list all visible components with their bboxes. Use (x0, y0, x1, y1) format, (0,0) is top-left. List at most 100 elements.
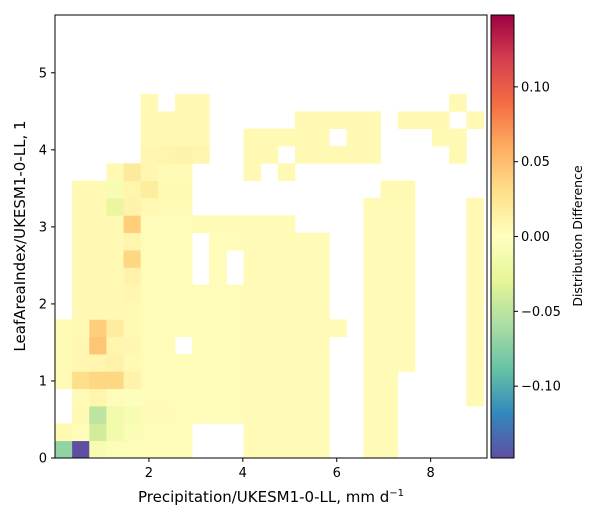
heatmap-cell (140, 197, 159, 216)
colorbar-ticks: −0.10 −0.05 0.00 0.05 0.10 (514, 80, 561, 395)
heatmap-cell (226, 232, 244, 251)
heatmap-cell (380, 232, 399, 251)
heatmap-cell (277, 301, 296, 320)
heatmap-cell (535, 129, 553, 147)
heatmap-cell (174, 163, 193, 182)
heatmap-cell (312, 371, 330, 390)
heatmap-cell (277, 163, 296, 182)
heatmap-cell (312, 388, 330, 407)
heatmap-cell (380, 371, 399, 390)
heatmap-cell (192, 388, 210, 407)
heatmap-cell (55, 353, 73, 372)
heatmap-cell (243, 128, 262, 147)
heatmap-cell (226, 319, 244, 338)
heatmap-cell (466, 284, 484, 303)
heatmap-cell (260, 353, 279, 372)
heatmap-cell (414, 111, 433, 130)
heatmap-cell (192, 353, 210, 372)
heatmap-cell (157, 111, 176, 130)
heatmap-cell (140, 371, 159, 390)
heatmap-cell (72, 406, 90, 424)
heatmap-cell (72, 284, 90, 303)
heatmap-cell (312, 353, 330, 372)
heatmap-cell (380, 284, 399, 303)
heatmap-cell (380, 249, 399, 268)
heatmap-cell (157, 440, 176, 458)
heatmap-cell (294, 371, 313, 390)
heatmap-cell (260, 319, 279, 338)
heatmap-cell (140, 440, 159, 458)
heatmap-cell (72, 388, 90, 407)
heatmap-cell (140, 249, 159, 268)
heatmap-cell (157, 284, 176, 303)
heatmap-cell (363, 336, 382, 355)
x-tick-label: 6 (333, 466, 341, 481)
y-tick-label: 5 (39, 66, 47, 81)
heatmap-cell (243, 406, 262, 424)
heatmap-cell (260, 128, 279, 147)
heatmap-cell (518, 129, 536, 147)
heatmap-cell (106, 353, 124, 372)
heatmap-cell (157, 267, 176, 286)
heatmap-cell (106, 423, 124, 442)
heatmap-cell (209, 388, 227, 407)
heatmap-cell (55, 371, 73, 390)
heatmap-cell (277, 440, 296, 458)
heatmap-cell (312, 111, 330, 130)
heatmap-cell (226, 301, 244, 320)
heatmap-cell (55, 440, 73, 458)
heatmap-cell (174, 301, 193, 320)
heatmap-cell (260, 406, 279, 424)
colorbar-tick-label: 0.05 (521, 155, 550, 170)
y-tick-label: 0 (39, 452, 47, 467)
heatmap-cell (192, 319, 210, 338)
heatmap-cell (535, 441, 553, 459)
heatmap-cell (140, 267, 159, 286)
heatmap-cell (209, 267, 227, 286)
heatmap-cell (363, 406, 382, 424)
heatmap-cell (260, 145, 279, 164)
heatmap-cell (518, 250, 536, 268)
heatmap-cell (397, 215, 416, 234)
heatmap-cell (123, 353, 142, 372)
heatmap-cell (312, 232, 330, 251)
heatmap-cell (260, 232, 279, 251)
heatmap-cell (123, 249, 142, 268)
heatmap-cell (243, 423, 262, 442)
heatmap-cell (106, 215, 124, 234)
heatmap-cell (106, 267, 124, 286)
heatmap-cell (123, 301, 142, 320)
heatmap-cell (106, 319, 124, 338)
heatmap-cell (363, 353, 382, 372)
heatmap-cell (363, 267, 382, 286)
heatmap-cell (363, 111, 382, 130)
heatmap-cell (140, 232, 159, 251)
heatmap-cell (243, 145, 262, 164)
heatmap-cell (380, 423, 399, 442)
heatmap-cell (174, 145, 193, 164)
heatmap-cell (380, 440, 399, 458)
heatmap-cell (397, 319, 416, 338)
heatmap-cell (123, 319, 142, 338)
heatmap-cell (466, 249, 484, 268)
heatmap-cell (192, 215, 210, 234)
heatmap-cell (329, 145, 347, 164)
heatmap-cell (192, 371, 210, 390)
heatmap-cell (380, 353, 399, 372)
heatmap-cell (140, 163, 159, 182)
heatmap-cell (243, 267, 262, 286)
heatmap-cell (140, 128, 159, 147)
heatmap-cell (243, 232, 262, 251)
heatmap-cell (432, 128, 450, 147)
heatmap-cell (192, 284, 210, 303)
heatmap-cell (243, 371, 262, 390)
heatmap-cell (140, 145, 159, 164)
heatmap-cell (72, 336, 90, 355)
heatmap-cell (243, 440, 262, 458)
heatmap-cell (277, 371, 296, 390)
heatmap-cell (535, 423, 553, 441)
heatmap-cell (363, 301, 382, 320)
heatmap-cell (174, 215, 193, 234)
heatmap-cell (243, 353, 262, 372)
